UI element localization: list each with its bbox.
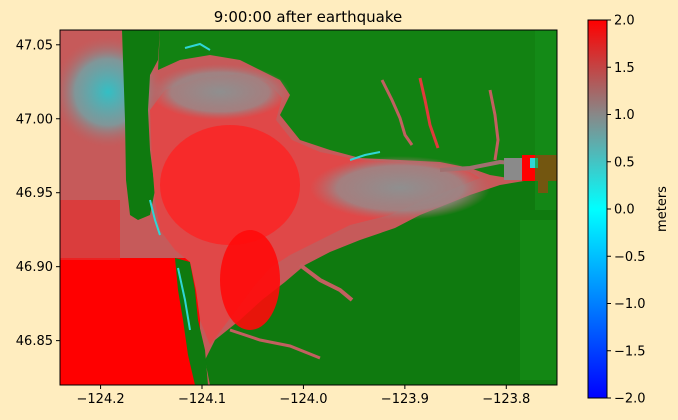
colorbar-gradient	[587, 19, 608, 399]
bay-grey-plume-north	[150, 64, 290, 120]
river-grey-block	[504, 158, 522, 180]
chart-title: 9:00:00 after earthquake	[214, 8, 402, 26]
colorbar-tick-label: 1.5	[614, 61, 635, 76]
bay-red-core	[160, 125, 300, 245]
land-east-south	[205, 175, 557, 385]
colorbar: 2.0 1.5 1.0 0.5 0.0 −0.5 −1.0 −1.5 −2.0 meters	[587, 14, 670, 407]
colorbar-tick-label: 2.0	[614, 14, 635, 29]
river-cyan-block	[530, 158, 538, 168]
colorbar-tick-label: 0.0	[614, 203, 635, 218]
x-tick-label: −123.9	[381, 392, 429, 407]
x-tick-label: −123.8	[482, 392, 530, 407]
colorbar-tick-label: −0.5	[614, 250, 646, 265]
colorbar-label: meters	[655, 186, 670, 232]
tidal-flat-2	[149, 199, 161, 236]
land-shade-east-2	[520, 220, 557, 380]
land-north-peninsula	[122, 30, 160, 220]
land-northeast	[158, 30, 557, 180]
y-tick-label: 47.00	[16, 112, 53, 127]
colorbar-tick-label: 1.0	[614, 108, 635, 123]
x-tick-label: −124.1	[178, 392, 226, 407]
channel-south	[298, 263, 354, 302]
plot-frame	[59, 29, 558, 386]
colorbar-tick-label: 0.5	[614, 155, 635, 170]
bay-red-inlet	[220, 230, 280, 330]
colorbar-tick-label: −1.0	[614, 297, 646, 312]
x-tick-label: −124.0	[279, 392, 327, 407]
y-tick-label: 46.90	[16, 260, 53, 275]
channel-north-3	[488, 89, 500, 161]
colorbar-tick-label: −1.5	[614, 344, 646, 359]
land-shade-east-1	[535, 30, 557, 210]
tidal-flat-1	[349, 151, 381, 161]
channel-south-2	[229, 328, 321, 360]
channel-north-1	[380, 79, 414, 146]
y-tick-label: 46.95	[16, 186, 53, 201]
colorbar-tick-label: −2.0	[614, 392, 646, 407]
channel-north-2	[418, 77, 440, 149]
bay-grey-plume-east	[310, 156, 490, 220]
y-axis: 46.85 46.90 46.95 47.00 47.05	[16, 38, 60, 349]
ocean-red-lower	[60, 258, 200, 385]
colorbar-ticks: 2.0 1.5 1.0 0.5 0.0 −0.5 −1.0 −1.5 −2.0	[607, 14, 646, 407]
x-axis: −124.2 −124.1 −124.0 −123.9 −123.8	[77, 385, 530, 407]
tidal-flat-3	[177, 267, 191, 331]
ocean-red-strip	[60, 200, 120, 260]
y-tick-label: 47.05	[16, 38, 53, 53]
y-tick-label: 46.85	[16, 334, 53, 349]
plot-area	[60, 30, 557, 385]
tidal-flat-4	[184, 42, 211, 51]
x-tick-label: −124.2	[77, 392, 125, 407]
